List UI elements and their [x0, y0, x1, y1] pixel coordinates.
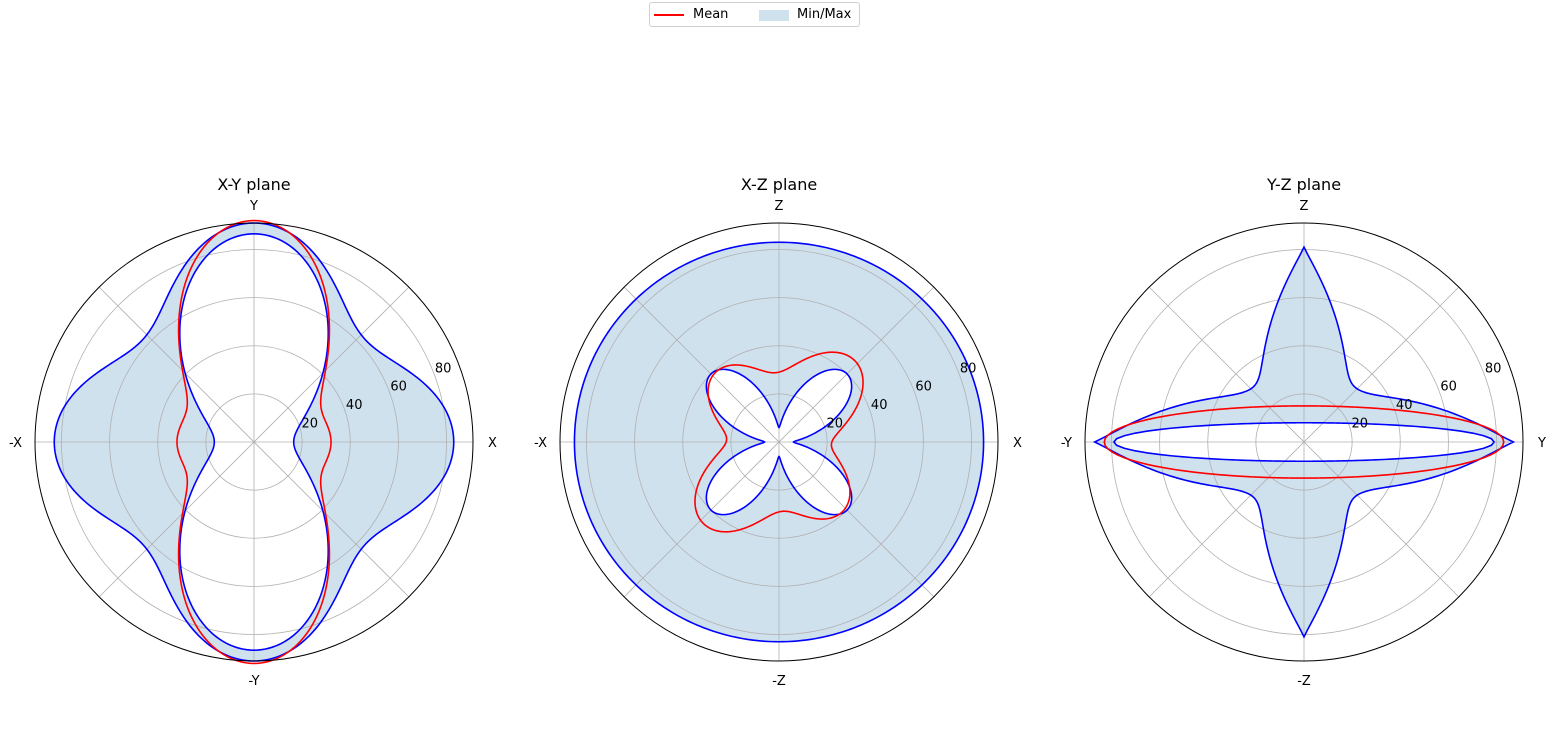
radial-tick-label: 40 [346, 398, 363, 413]
min-curve [1112, 421, 1496, 463]
direction-label-left: -X [534, 436, 547, 451]
mean-curve [176, 219, 332, 665]
polar-spine [559, 222, 999, 662]
mean-curve [694, 351, 864, 533]
angular-grid-line [1148, 286, 1460, 598]
min-curve [178, 233, 330, 651]
radial-tick-label: 20 [826, 417, 843, 432]
panel-title: X-Z plane [741, 175, 817, 194]
radial-tick-label: 80 [1485, 361, 1502, 376]
minmax-fill [54, 223, 454, 661]
polar-panel-1: 20 40 60 80 X Y -X -Y X-Y plane [9, 175, 497, 689]
direction-label-top: Z [775, 199, 784, 214]
direction-label-top: Z [1300, 199, 1309, 214]
direction-label-top: Y [249, 199, 258, 214]
radial-tick-label: 60 [390, 380, 407, 395]
polar-panel-3: 20 40 60 80 Y Z -Y -Z Y-Z plane [1061, 175, 1546, 689]
legend-mean-label: Mean [693, 7, 729, 22]
direction-label-left: -X [9, 436, 22, 451]
radial-tick-label: 20 [1351, 417, 1368, 432]
angular-grid-line [623, 286, 935, 598]
legend-minmax-label: Min/Max [797, 7, 852, 22]
radial-tick-label: 40 [871, 398, 888, 413]
radial-tick-label: 20 [301, 417, 318, 432]
direction-label-right: Y [1537, 436, 1546, 451]
min-curve [705, 368, 853, 516]
direction-label-bottom: -Z [1297, 674, 1311, 689]
radial-tick-label: 60 [1440, 380, 1457, 395]
direction-label-right: X [1013, 436, 1022, 451]
radial-tick-label: 40 [1396, 398, 1413, 413]
minmax-fill [574, 242, 984, 642]
legend: Mean Min/Max [649, 2, 860, 27]
direction-label-bottom: -Y [248, 674, 259, 689]
angular-grid-line [98, 286, 410, 598]
legend-mean-swatch [654, 14, 684, 16]
panel-title: Y-Z plane [1266, 175, 1341, 194]
radial-tick-label: 60 [915, 380, 932, 395]
radial-tick-label: 80 [960, 361, 977, 376]
direction-label-right: X [488, 436, 497, 451]
polar-spine [34, 222, 474, 662]
max-curve [573, 241, 985, 643]
max-curve [53, 222, 455, 662]
max-curve [1092, 245, 1516, 639]
mean-curve [1103, 405, 1505, 479]
polar-spine [1084, 222, 1524, 662]
direction-label-left: -Y [1061, 436, 1072, 451]
radial-tick-label: 80 [435, 361, 452, 376]
direction-label-bottom: -Z [772, 674, 786, 689]
panel-title: X-Y plane [217, 175, 290, 194]
polar-panel-2: 20 40 60 80 X Z -X -Z X-Z plane [534, 175, 1022, 689]
legend-minmax-swatch [759, 10, 789, 21]
